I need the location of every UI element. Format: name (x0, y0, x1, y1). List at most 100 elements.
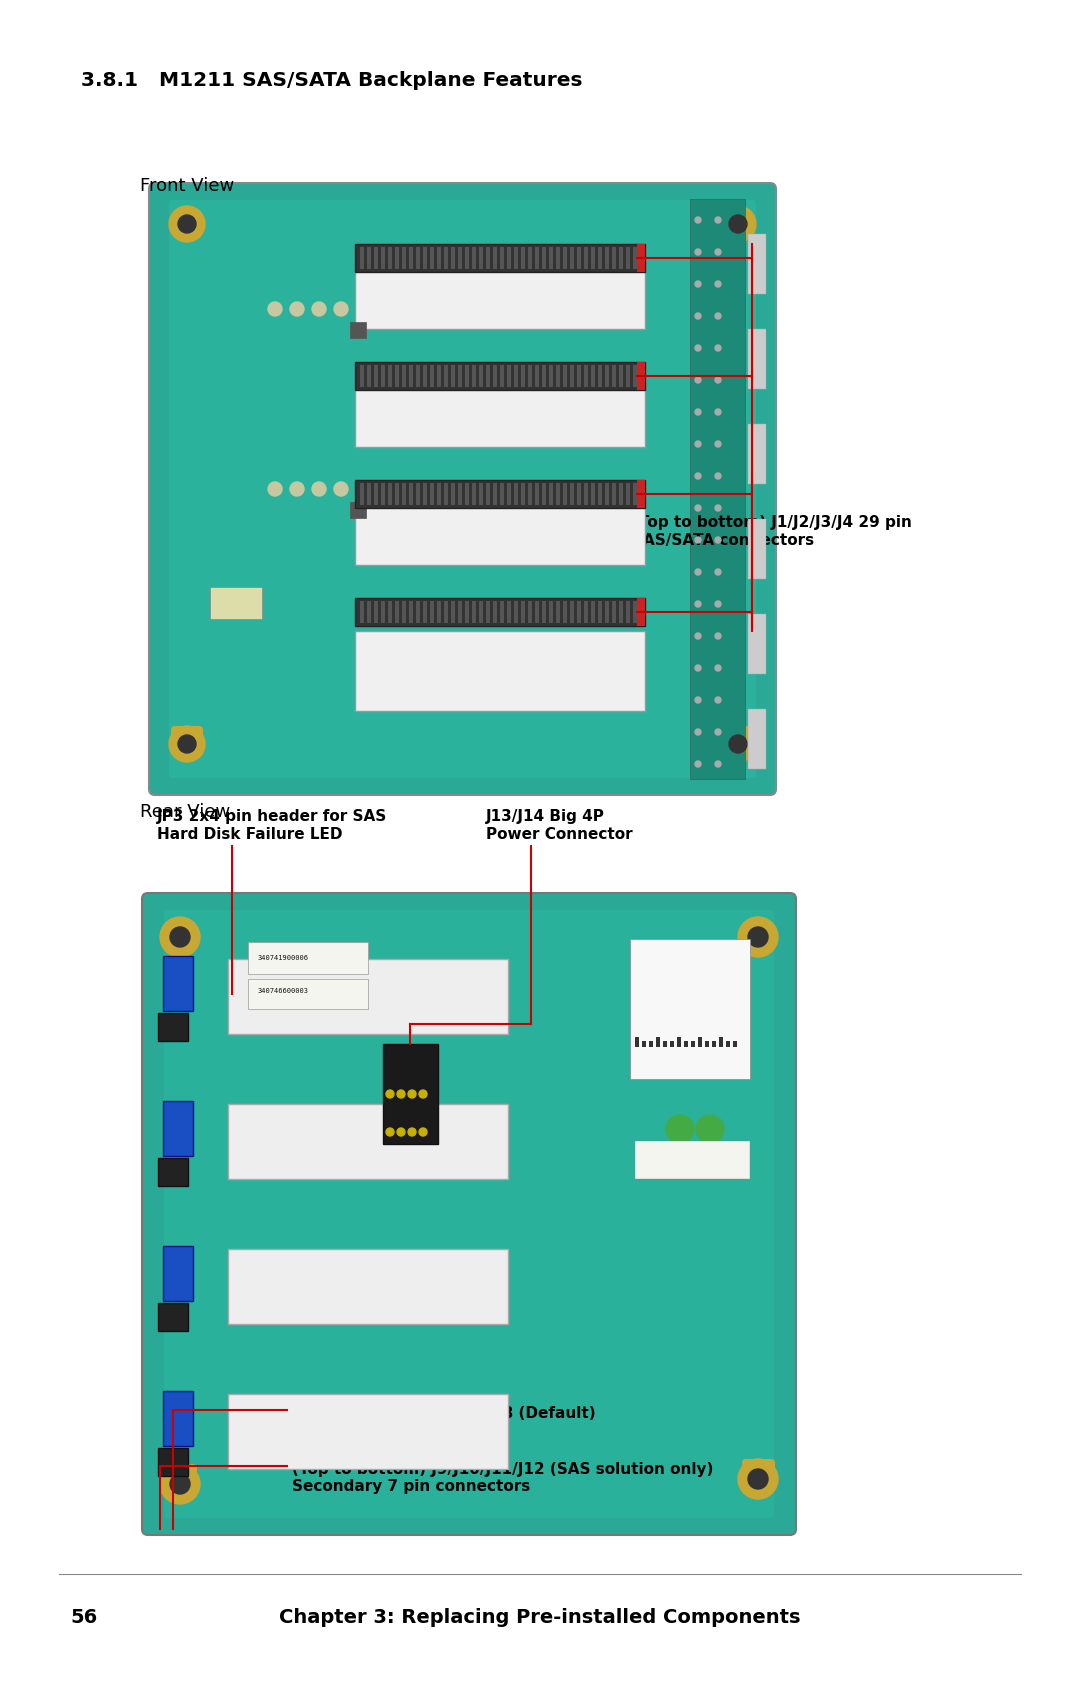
Bar (416, 601, 420, 623)
Bar (402, 601, 406, 623)
Circle shape (696, 314, 701, 319)
Bar (577, 248, 581, 270)
Bar (210, 588, 262, 620)
Bar (360, 248, 364, 270)
Text: 56: 56 (70, 1606, 97, 1627)
Bar (423, 483, 427, 505)
Circle shape (170, 1474, 190, 1495)
Circle shape (696, 378, 701, 383)
Bar (637, 363, 645, 390)
Bar (619, 248, 623, 270)
Bar (535, 483, 539, 505)
Text: J13/J14 Big 4P
Power Connector: J13/J14 Big 4P Power Connector (486, 809, 633, 841)
Bar (748, 235, 766, 296)
Circle shape (291, 302, 303, 318)
Bar (381, 483, 384, 505)
Bar (486, 367, 490, 388)
Bar (605, 367, 609, 388)
Bar (570, 248, 573, 270)
Circle shape (696, 633, 701, 640)
FancyBboxPatch shape (141, 893, 796, 1535)
Bar (355, 250, 645, 329)
FancyBboxPatch shape (742, 1459, 775, 1491)
Bar (409, 601, 413, 623)
Bar (367, 248, 372, 270)
Bar (514, 601, 518, 623)
Circle shape (696, 569, 701, 576)
Bar (577, 601, 581, 623)
Bar (367, 601, 372, 623)
FancyBboxPatch shape (723, 726, 754, 757)
Bar (451, 601, 455, 623)
Bar (698, 1037, 702, 1047)
Bar (726, 1042, 730, 1047)
Bar (712, 1042, 716, 1047)
Bar (423, 248, 427, 270)
Bar (656, 1037, 660, 1047)
Bar (633, 248, 637, 270)
Circle shape (419, 1091, 427, 1098)
Bar (374, 367, 378, 388)
Bar (563, 248, 567, 270)
Bar (535, 367, 539, 388)
Bar (612, 367, 616, 388)
Bar (584, 248, 588, 270)
Bar (374, 483, 378, 505)
Bar (492, 248, 497, 270)
Bar (163, 1246, 193, 1301)
Circle shape (666, 1115, 694, 1143)
Bar (383, 1044, 438, 1145)
Bar (633, 367, 637, 388)
Bar (690, 199, 745, 780)
Bar (355, 363, 645, 390)
Text: Rear View: Rear View (140, 802, 231, 821)
Bar (630, 939, 750, 1079)
Circle shape (160, 917, 200, 958)
Bar (528, 248, 532, 270)
Bar (367, 483, 372, 505)
Bar (423, 367, 427, 388)
Bar (388, 367, 392, 388)
Circle shape (312, 302, 326, 318)
Circle shape (386, 1128, 394, 1137)
Bar (549, 483, 553, 505)
Bar (556, 601, 561, 623)
Bar (228, 1250, 508, 1324)
Bar (430, 367, 434, 388)
Circle shape (696, 762, 701, 767)
Circle shape (715, 346, 721, 351)
Bar (500, 483, 504, 505)
Circle shape (408, 1091, 416, 1098)
FancyBboxPatch shape (149, 184, 777, 796)
Bar (507, 248, 511, 270)
Bar (598, 248, 602, 270)
Circle shape (178, 736, 195, 753)
Circle shape (715, 665, 721, 672)
Bar (360, 483, 364, 505)
Circle shape (696, 537, 701, 544)
Bar (388, 483, 392, 505)
Bar (705, 1042, 708, 1047)
Bar (402, 248, 406, 270)
Bar (355, 632, 645, 711)
Circle shape (696, 730, 701, 736)
Circle shape (334, 483, 348, 497)
Circle shape (696, 282, 701, 287)
Bar (598, 483, 602, 505)
Bar (528, 367, 532, 388)
FancyBboxPatch shape (164, 910, 774, 1518)
Circle shape (696, 250, 701, 255)
Bar (598, 367, 602, 388)
Circle shape (268, 302, 282, 318)
Bar (542, 483, 546, 505)
Bar (514, 248, 518, 270)
Bar (649, 1042, 653, 1047)
Bar (591, 367, 595, 388)
Bar (577, 483, 581, 505)
Bar (402, 483, 406, 505)
Bar (500, 248, 504, 270)
Bar (395, 367, 399, 388)
Bar (748, 520, 766, 579)
Bar (549, 367, 553, 388)
Bar (388, 248, 392, 270)
